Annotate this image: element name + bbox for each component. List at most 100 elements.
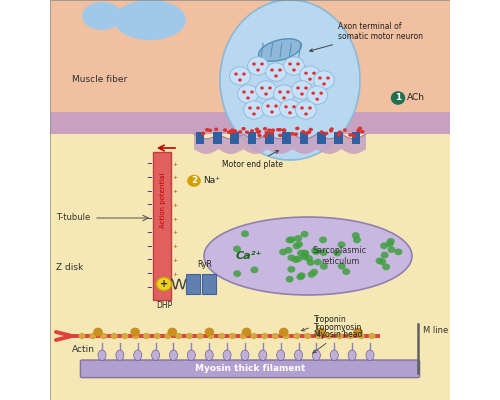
Ellipse shape [294, 333, 300, 339]
Ellipse shape [228, 130, 233, 134]
Ellipse shape [312, 92, 315, 95]
Ellipse shape [242, 90, 246, 94]
Ellipse shape [154, 333, 160, 339]
Ellipse shape [232, 130, 236, 134]
Ellipse shape [305, 255, 313, 262]
Ellipse shape [311, 247, 319, 254]
Ellipse shape [208, 128, 212, 132]
Ellipse shape [348, 133, 352, 137]
Text: Sarcoplasmic
reticulum: Sarcoplasmic reticulum [313, 246, 367, 266]
Ellipse shape [250, 90, 254, 94]
Bar [334, 132, 343, 144]
Ellipse shape [256, 68, 260, 72]
Ellipse shape [230, 67, 250, 85]
Ellipse shape [300, 106, 304, 110]
Ellipse shape [358, 333, 364, 339]
Ellipse shape [320, 92, 323, 95]
Text: Tropomyosin: Tropomyosin [314, 323, 362, 336]
Text: T-tubule: T-tubule [56, 214, 90, 222]
Text: Na⁺: Na⁺ [203, 176, 220, 185]
Ellipse shape [295, 126, 300, 130]
Text: +: + [172, 162, 178, 166]
Ellipse shape [282, 96, 286, 100]
Bar [196, 132, 204, 144]
Ellipse shape [320, 130, 324, 134]
Text: +: + [172, 230, 178, 235]
Ellipse shape [343, 128, 347, 132]
Ellipse shape [294, 256, 302, 262]
Ellipse shape [292, 68, 296, 72]
Ellipse shape [263, 134, 268, 138]
Ellipse shape [244, 101, 264, 119]
Text: +: + [172, 175, 178, 180]
Text: +: + [172, 217, 178, 222]
Ellipse shape [93, 328, 103, 336]
Ellipse shape [320, 249, 328, 256]
Ellipse shape [205, 350, 213, 360]
Ellipse shape [168, 328, 177, 336]
Ellipse shape [329, 128, 333, 132]
Ellipse shape [248, 106, 252, 110]
Ellipse shape [258, 39, 302, 61]
Bar [50, 0, 450, 112]
Ellipse shape [218, 333, 225, 339]
Ellipse shape [288, 254, 296, 261]
Ellipse shape [233, 246, 241, 252]
Bar [213, 132, 222, 144]
Text: +: + [172, 189, 178, 194]
Ellipse shape [260, 62, 264, 66]
Ellipse shape [336, 333, 343, 339]
Ellipse shape [284, 247, 292, 254]
Text: Myosin head: Myosin head [313, 330, 362, 353]
Text: +: + [172, 244, 178, 249]
Ellipse shape [292, 81, 312, 99]
Ellipse shape [288, 236, 296, 243]
Text: +: + [172, 272, 178, 277]
Ellipse shape [234, 72, 238, 76]
Ellipse shape [326, 333, 332, 339]
Text: −: − [146, 244, 152, 250]
Ellipse shape [314, 259, 322, 266]
Ellipse shape [274, 74, 278, 78]
Text: Axon terminal of
somatic motor neuron: Axon terminal of somatic motor neuron [310, 22, 423, 52]
Text: −: − [146, 161, 152, 167]
Bar [186, 274, 200, 294]
Bar [230, 132, 239, 144]
Ellipse shape [204, 328, 214, 336]
Ellipse shape [298, 272, 306, 279]
Ellipse shape [261, 333, 268, 339]
Ellipse shape [278, 68, 282, 72]
Ellipse shape [266, 63, 286, 81]
Text: Troponin: Troponin [302, 316, 347, 331]
Ellipse shape [326, 76, 330, 80]
Ellipse shape [288, 62, 292, 66]
Ellipse shape [308, 128, 313, 131]
Text: −: − [146, 188, 152, 194]
Ellipse shape [271, 128, 275, 132]
Ellipse shape [307, 86, 328, 104]
Ellipse shape [223, 350, 231, 360]
Ellipse shape [288, 266, 296, 273]
Text: ACh: ACh [407, 94, 425, 102]
Ellipse shape [296, 86, 300, 90]
Ellipse shape [297, 250, 305, 256]
Text: Actin: Actin [72, 345, 95, 354]
Ellipse shape [284, 57, 304, 75]
Ellipse shape [304, 333, 311, 339]
Ellipse shape [307, 130, 312, 134]
Bar [50, 112, 450, 134]
Ellipse shape [264, 92, 268, 96]
Ellipse shape [338, 130, 342, 134]
Ellipse shape [242, 328, 252, 336]
Text: −: − [146, 230, 152, 236]
Ellipse shape [304, 112, 308, 116]
Ellipse shape [304, 86, 308, 90]
Text: −: − [146, 216, 152, 222]
Ellipse shape [288, 111, 292, 114]
Ellipse shape [164, 333, 172, 339]
Text: Muscle fiber: Muscle fiber [72, 76, 127, 84]
Ellipse shape [130, 328, 140, 336]
Text: +: + [160, 279, 168, 289]
Text: Z disk: Z disk [56, 264, 83, 272]
Ellipse shape [294, 132, 298, 136]
